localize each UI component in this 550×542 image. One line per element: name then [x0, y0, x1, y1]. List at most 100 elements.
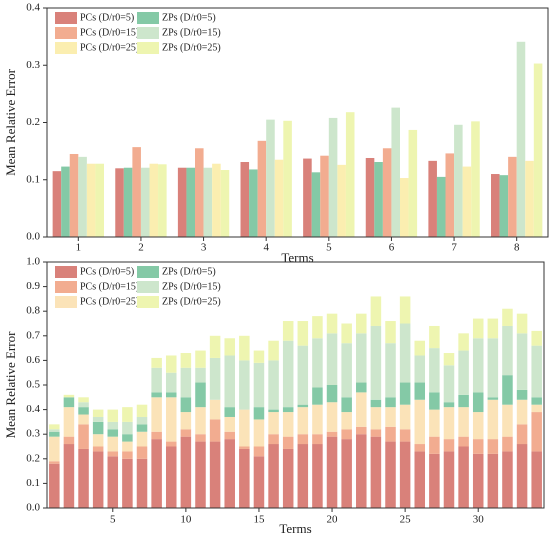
- legend-swatch: [55, 12, 77, 24]
- bar-segment: [282, 412, 294, 437]
- legend-swatch: [137, 27, 159, 39]
- bar: [391, 107, 400, 238]
- bar-segment: [297, 404, 309, 408]
- bar-segment: [224, 407, 235, 417]
- bar-segment: [195, 407, 206, 435]
- bar-segment: [63, 444, 75, 508]
- bar-segment: [312, 316, 323, 339]
- bar-segment: [78, 397, 89, 403]
- legend-swatch: [137, 266, 159, 278]
- bar-segment: [253, 419, 265, 447]
- bar-segment: [502, 375, 513, 405]
- bar: [454, 124, 463, 237]
- bar-segment: [312, 404, 323, 435]
- y-tick-label: 0.7: [26, 329, 40, 341]
- legend-swatch: [137, 296, 159, 308]
- bar-segment: [136, 431, 148, 447]
- x-tick-label: 5: [110, 514, 116, 526]
- bar: [525, 160, 534, 237]
- bar-segment: [92, 451, 104, 508]
- bar-segment: [63, 407, 75, 437]
- bar-segment: [209, 419, 221, 442]
- legend-swatch: [137, 281, 159, 293]
- bar-segment: [136, 446, 148, 459]
- bar-segment: [180, 353, 192, 368]
- bar-segment: [165, 397, 177, 442]
- bar-segment: [385, 397, 396, 408]
- bar-segment: [458, 446, 469, 508]
- bar-segment: [92, 446, 104, 452]
- bar-segment: [429, 392, 440, 410]
- legend-label: PCs (D/r0=15): [80, 27, 139, 38]
- bar-segment: [443, 353, 455, 366]
- bar-segment: [151, 367, 162, 393]
- bar-segment: [180, 367, 192, 398]
- bar-segment: [443, 439, 455, 452]
- x-tick-label: 5: [326, 242, 332, 254]
- legend-label: ZPs (D/r0=15): [162, 281, 221, 292]
- bar-segment: [297, 321, 309, 346]
- bar-segment: [487, 318, 499, 339]
- bar-segment: [516, 313, 528, 334]
- x-tick-label: 4: [263, 242, 269, 254]
- bar-segment: [472, 338, 484, 393]
- bar: [149, 163, 159, 237]
- bar-segment: [78, 424, 89, 449]
- y-tick-label: 1.0: [26, 256, 40, 268]
- bar-segment: [399, 382, 411, 405]
- bar-segment: [297, 434, 309, 445]
- bar-segment: [195, 441, 206, 508]
- bar-segment: [429, 409, 440, 437]
- bar-segment: [341, 412, 352, 430]
- bar-segment: [151, 392, 162, 398]
- bar-segment: [92, 421, 104, 435]
- bar: [69, 153, 79, 237]
- bar: [186, 167, 196, 237]
- bar: [195, 148, 204, 237]
- bar-segment: [458, 394, 469, 408]
- legend-swatch: [55, 27, 77, 39]
- legend-label: ZPs (D/r0=15): [162, 27, 221, 38]
- bar-segment: [516, 424, 528, 445]
- bar-segment: [136, 458, 148, 508]
- bar-segment: [165, 446, 177, 508]
- bar-segment: [458, 350, 469, 395]
- bar-segment: [151, 357, 162, 368]
- bar-segment: [92, 434, 104, 447]
- bar-segment: [180, 397, 192, 413]
- bar-segment: [326, 313, 338, 334]
- bar-segment: [224, 416, 235, 432]
- bar-segment: [312, 338, 323, 388]
- bar-segment: [180, 412, 192, 430]
- bar-segment: [78, 414, 89, 425]
- bar-segment: [356, 434, 367, 508]
- bar-segment: [209, 357, 221, 400]
- bar-segment: [49, 424, 60, 430]
- bar-segment: [282, 321, 294, 341]
- bar: [436, 176, 446, 237]
- bar-segment: [399, 441, 411, 508]
- bar-segment: [399, 323, 411, 383]
- x-tick-label: 20: [327, 514, 339, 526]
- bar-segment: [414, 451, 426, 508]
- legend-swatch: [55, 281, 77, 293]
- bar-segment: [443, 402, 455, 408]
- bar-segment: [443, 365, 455, 403]
- bar-segment: [370, 296, 382, 326]
- y-tick-label: 0.5: [26, 379, 40, 391]
- bar-segment: [253, 407, 265, 420]
- bar: [445, 153, 455, 237]
- bar-segment: [516, 333, 528, 390]
- bar-segment: [180, 436, 192, 508]
- bar: [311, 172, 321, 237]
- bar-segment: [224, 439, 235, 508]
- bar-segment: [282, 340, 294, 408]
- bar-segment: [502, 325, 513, 376]
- bar-segment: [487, 439, 499, 454]
- y-tick-label: 0.1: [26, 477, 40, 489]
- bar-segment: [472, 318, 484, 339]
- y-tick-label: 0.3: [26, 428, 40, 440]
- legend-swatch: [137, 42, 159, 54]
- bar: [320, 155, 329, 237]
- bar-segment: [356, 333, 367, 383]
